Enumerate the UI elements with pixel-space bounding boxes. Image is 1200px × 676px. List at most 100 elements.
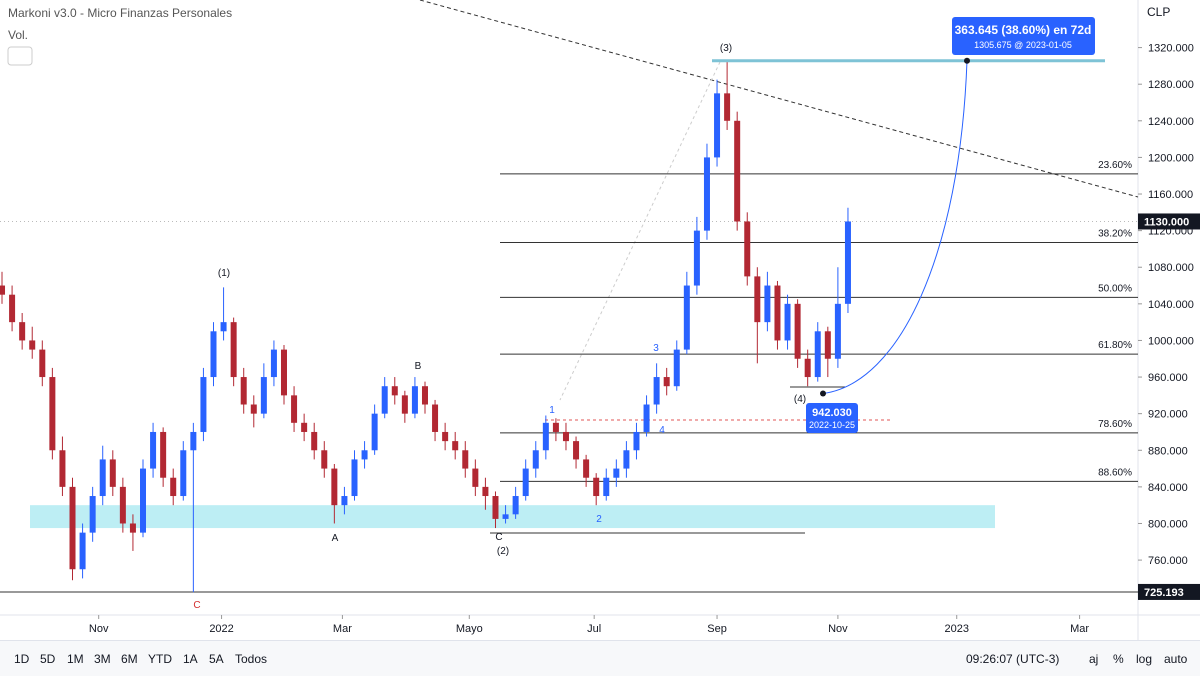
candle-body: [69, 486, 76, 570]
clock: 09:26:07 (UTC-3): [966, 652, 1060, 666]
trend-line: [419, 0, 1139, 198]
candle-body: [150, 431, 157, 469]
y-tick-label: 880.000: [1148, 445, 1188, 457]
wave-label: 1: [549, 405, 555, 416]
candle-body: [714, 93, 721, 158]
candle-body: [844, 221, 851, 304]
timeframe-button[interactable]: 1A: [183, 652, 198, 666]
candle-body: [462, 450, 469, 469]
candle-body: [603, 477, 610, 497]
x-tick-label: Sep: [707, 623, 727, 635]
candle-body: [552, 422, 559, 432]
option-button[interactable]: aj: [1089, 652, 1099, 666]
wave-label: 3: [653, 343, 659, 354]
candle-body: [573, 441, 580, 460]
fib-label: 88.60%: [1098, 467, 1132, 478]
candle-body: [230, 322, 237, 378]
currency[interactable]: CLP: [1147, 5, 1170, 19]
y-tick-label: 1160.000: [1148, 189, 1193, 201]
timeframe-button[interactable]: Todos: [235, 652, 268, 666]
candle-body: [160, 431, 167, 478]
candle-body: [240, 377, 247, 405]
timeframe-button[interactable]: 3M: [94, 652, 111, 666]
candle-body: [99, 459, 106, 497]
y-tick-label: 840.000: [1148, 482, 1188, 494]
timeframe-button[interactable]: 5A: [209, 652, 224, 666]
candle-body: [663, 377, 670, 387]
wave-label: 2: [596, 514, 602, 525]
candle-body: [119, 486, 126, 524]
toolbar: 1D 5D 1M 3M 6M YTD 1A 5A Todos 09:26:07 (UTC-3) aj…: [0, 640, 1200, 676]
candle-body: [814, 331, 821, 378]
support-label: 725.193: [1144, 587, 1184, 599]
candle-body: [200, 377, 207, 432]
chart: Markoni v3.0 - Micro Finanzas Personales…: [0, 0, 1200, 640]
wave-label: (1): [218, 268, 230, 279]
wave-label: B: [415, 361, 422, 372]
candle-body: [502, 514, 509, 519]
candle-body: [623, 450, 630, 469]
target-callout: [952, 17, 1095, 55]
timeframe-button[interactable]: 6M: [121, 652, 138, 666]
candle-body: [270, 349, 277, 378]
candle-body: [311, 431, 318, 451]
y-tick-label: 760.000: [1148, 555, 1188, 567]
price-tag: [1138, 213, 1200, 230]
candle-body: [89, 496, 96, 533]
candle-body: [452, 441, 459, 451]
candle-body: [633, 431, 640, 451]
candle-body: [9, 294, 16, 323]
candle-body: [482, 486, 489, 497]
candle-body: [129, 523, 136, 533]
wave-label: (4): [794, 394, 806, 405]
candle-body: [39, 349, 46, 378]
wave-label: A: [332, 533, 339, 544]
candle-body: [381, 386, 388, 414]
option-button[interactable]: log: [1136, 652, 1153, 666]
wave-label: (3): [720, 43, 732, 54]
y-tick-label: 1200.000: [1148, 152, 1194, 164]
low-date: 2022-10-25: [809, 420, 855, 430]
candle-body: [49, 377, 56, 451]
x-tick-label: Mar: [333, 623, 352, 635]
option-button[interactable]: %: [1113, 652, 1124, 666]
timeframe-button[interactable]: 1M: [67, 652, 84, 666]
candle-body: [512, 496, 519, 515]
x-tick-label: Jul: [587, 623, 601, 635]
candle-body: [190, 431, 197, 451]
candle-body: [784, 303, 791, 341]
candle-body: [824, 331, 831, 359]
fib-label: 50.00%: [1098, 283, 1132, 294]
fib-label: 23.60%: [1098, 160, 1132, 171]
candle-body: [391, 386, 398, 396]
x-tick-label: Nov: [89, 623, 109, 635]
y-tick-label: 1320.000: [1148, 43, 1194, 55]
wave-label: C: [193, 600, 200, 611]
y-tick-label: 1080.000: [1148, 262, 1194, 274]
candle-body: [764, 285, 771, 323]
price-tag: [1138, 583, 1200, 600]
timeframe-button[interactable]: YTD: [148, 652, 172, 666]
collapse-button[interactable]: [7, 46, 33, 66]
x-tick-label: 2022: [209, 623, 233, 635]
candle-body: [0, 285, 6, 295]
timeframe-button[interactable]: 5D: [40, 652, 56, 666]
candle-body: [291, 395, 298, 423]
wave-label: (2): [497, 546, 509, 557]
support-zone: [30, 505, 995, 529]
projection-curve: [822, 60, 968, 394]
candle-body: [613, 468, 620, 478]
candle-body: [29, 340, 36, 350]
target-point: [964, 57, 970, 64]
low-callout: [806, 403, 858, 433]
y-tick-label: 1040.000: [1148, 299, 1194, 311]
wave-label: C: [495, 532, 502, 543]
candle-body: [341, 496, 348, 506]
y-tick-label: 800.000: [1148, 518, 1188, 530]
candle-body: [109, 459, 116, 487]
timeframe-button[interactable]: 1D: [14, 652, 30, 666]
candle-body: [724, 93, 731, 121]
candle-body: [421, 386, 428, 405]
option-button[interactable]: auto: [1164, 652, 1188, 666]
